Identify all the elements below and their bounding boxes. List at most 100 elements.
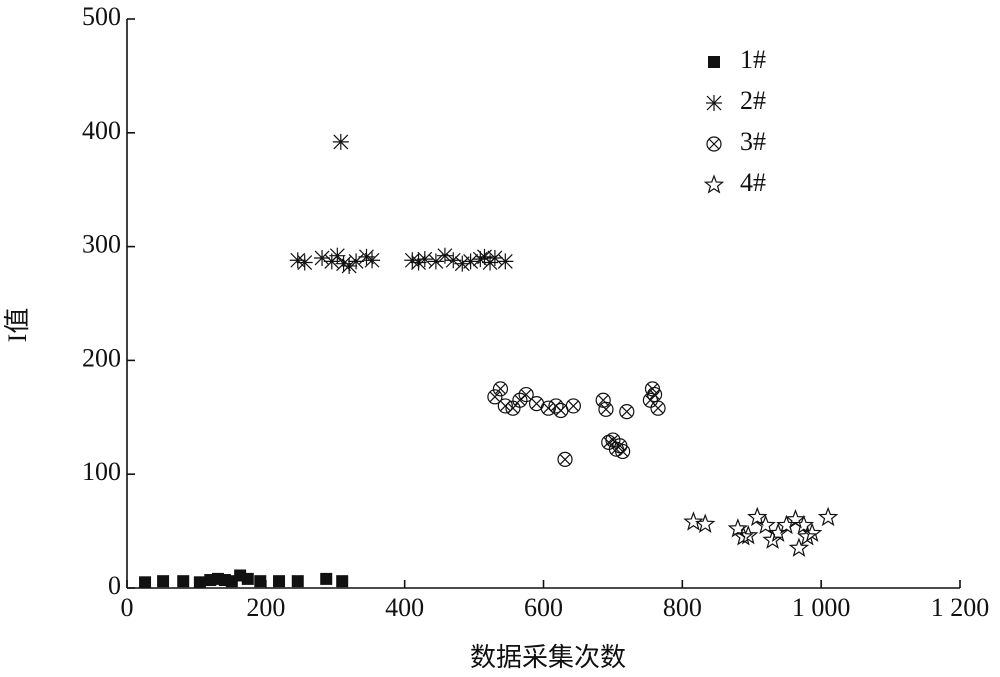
point xyxy=(329,247,346,264)
marker-shape xyxy=(738,524,759,545)
point xyxy=(291,575,304,588)
marker-shape xyxy=(706,95,722,111)
marker-shape xyxy=(555,405,567,416)
marker-shape xyxy=(542,402,554,414)
marker-shape xyxy=(652,402,664,414)
marker-shape xyxy=(520,389,532,400)
marker-shape xyxy=(241,572,254,585)
marker-shape xyxy=(495,383,506,395)
legend-marker xyxy=(708,56,720,68)
marker-shape xyxy=(708,138,720,150)
point xyxy=(767,522,789,543)
point xyxy=(289,252,306,269)
x-tick-label: 800 xyxy=(663,593,702,622)
marker-shape xyxy=(497,398,513,414)
point xyxy=(683,511,704,531)
point xyxy=(462,253,479,270)
point xyxy=(336,575,349,588)
marker-shape xyxy=(642,392,659,408)
marker-shape xyxy=(703,174,725,194)
marker-shape xyxy=(649,389,660,400)
point xyxy=(497,253,514,270)
marker-shape xyxy=(359,249,374,265)
marker-shape xyxy=(518,386,534,403)
x-tick-label: 1 200 xyxy=(931,593,990,622)
point xyxy=(646,386,663,403)
point xyxy=(565,398,581,414)
marker-shape xyxy=(565,398,581,414)
point xyxy=(817,506,839,527)
y-tick-label: 100 xyxy=(82,457,121,486)
x-tick-label: 400 xyxy=(385,593,424,622)
marker-shape xyxy=(617,446,629,457)
point xyxy=(157,575,170,588)
point xyxy=(427,253,444,270)
point xyxy=(410,254,427,271)
point xyxy=(193,576,206,589)
marker-shape xyxy=(454,256,470,272)
marker-shape xyxy=(291,575,304,588)
marker-shape xyxy=(727,518,749,538)
marker-shape xyxy=(531,398,542,410)
marker-shape xyxy=(273,575,286,588)
point xyxy=(755,514,776,535)
y-tick-label: 400 xyxy=(82,116,121,145)
marker-shape xyxy=(557,451,573,468)
point xyxy=(273,575,286,588)
point xyxy=(557,451,573,468)
marker-shape xyxy=(708,56,720,68)
marker-shape xyxy=(548,398,564,414)
marker-shape xyxy=(615,443,631,460)
x-tick-label: 200 xyxy=(246,593,285,622)
marker-shape xyxy=(487,389,503,405)
legend-label: 2# xyxy=(740,86,766,115)
marker-shape xyxy=(177,575,190,588)
marker-shape xyxy=(650,400,666,416)
point xyxy=(801,522,823,543)
point xyxy=(296,254,313,271)
point xyxy=(785,509,806,529)
marker-shape xyxy=(767,522,789,543)
point xyxy=(254,575,267,588)
marker-shape xyxy=(512,392,528,408)
marker-shape xyxy=(817,506,839,527)
y-tick-label: 300 xyxy=(82,230,121,259)
y-tick-label: 200 xyxy=(82,343,121,372)
point xyxy=(320,572,333,585)
marker-shape xyxy=(619,404,635,420)
marker-shape xyxy=(597,394,609,406)
point xyxy=(727,518,749,538)
marker-shape xyxy=(320,572,333,585)
marker-shape xyxy=(428,253,444,269)
marker-shape xyxy=(647,383,658,395)
marker-shape xyxy=(489,391,501,403)
marker-shape xyxy=(139,576,152,589)
point xyxy=(650,400,666,416)
legend-label: 3# xyxy=(740,127,766,156)
legend-label: 1# xyxy=(740,45,766,74)
point xyxy=(619,404,635,420)
marker-shape xyxy=(445,252,461,268)
legend-marker xyxy=(706,95,722,111)
legend-marker xyxy=(706,136,722,152)
point xyxy=(364,252,381,269)
marker-shape xyxy=(600,403,612,415)
x-tick-label: 0 xyxy=(121,593,134,622)
marker-shape xyxy=(193,576,206,589)
y-tick-label: 0 xyxy=(108,571,121,600)
marker-shape xyxy=(559,453,571,465)
marker-shape xyxy=(157,575,170,588)
marker-shape xyxy=(463,253,479,269)
marker-shape xyxy=(492,381,509,397)
legend-marker xyxy=(703,174,725,194)
x-tick-label: 600 xyxy=(524,593,563,622)
point xyxy=(341,257,358,274)
marker-shape xyxy=(621,406,633,418)
point xyxy=(314,249,331,266)
marker-shape xyxy=(329,248,345,264)
point xyxy=(416,251,433,268)
y-tick-label: 500 xyxy=(82,2,121,31)
marker-shape xyxy=(336,575,349,588)
point xyxy=(747,506,768,527)
